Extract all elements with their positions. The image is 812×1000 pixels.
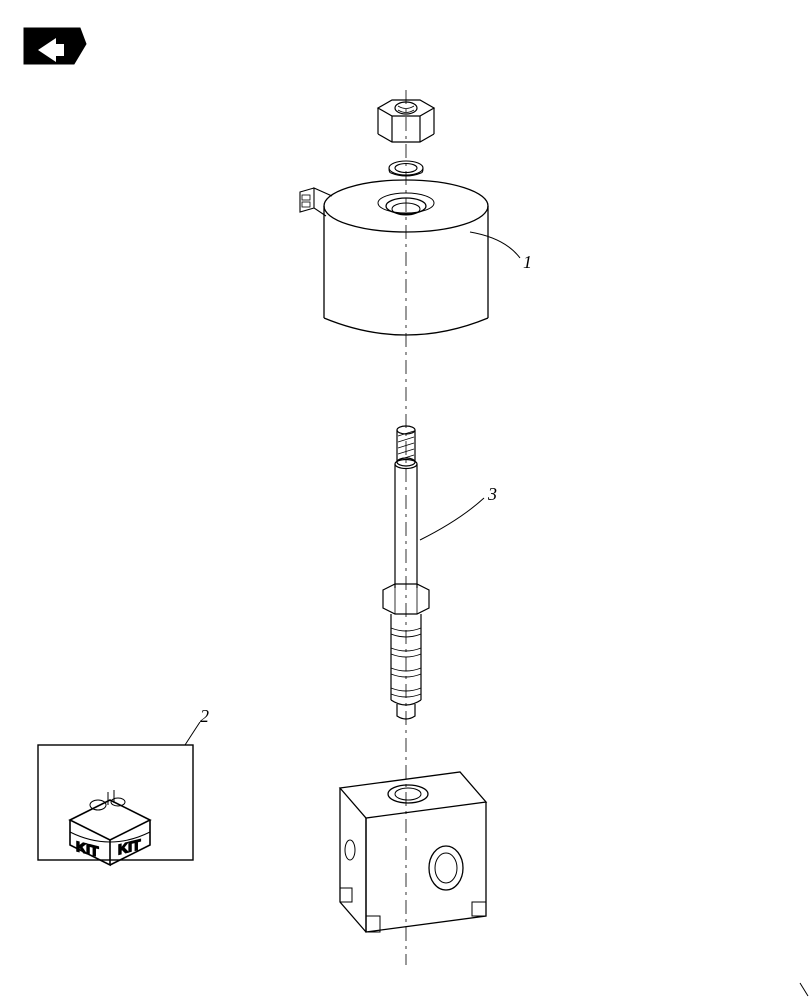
kit-label-right: KIT xyxy=(118,837,141,858)
corner-tick xyxy=(800,983,808,996)
part-kitbox: KIT KIT xyxy=(38,745,193,865)
kit-label-left: KIT xyxy=(76,839,99,860)
part-block xyxy=(340,772,486,932)
callout-2: 2 xyxy=(185,706,209,745)
part-coil xyxy=(300,180,488,335)
return-icon xyxy=(24,28,86,64)
callout-3: 3 xyxy=(420,484,497,540)
callout-1: 1 xyxy=(470,232,532,272)
callout-1-num: 1 xyxy=(523,252,532,272)
callout-2-num: 2 xyxy=(200,706,209,726)
diagram-canvas: 1 3 xyxy=(0,0,812,1000)
callout-3-num: 3 xyxy=(487,484,497,504)
